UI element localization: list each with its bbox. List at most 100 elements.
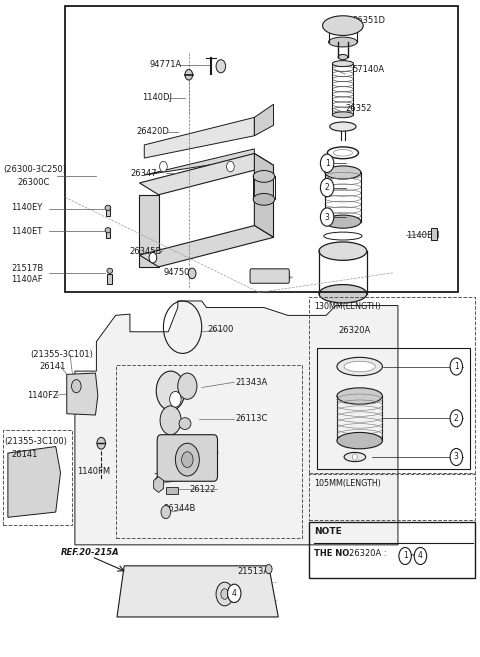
Text: 1140FM: 1140FM	[77, 467, 110, 476]
Polygon shape	[8, 447, 60, 517]
FancyBboxPatch shape	[106, 228, 110, 238]
Text: 26345B: 26345B	[129, 246, 161, 256]
Text: 94750: 94750	[163, 268, 190, 277]
Text: 26100: 26100	[207, 325, 234, 334]
Ellipse shape	[105, 227, 111, 233]
Ellipse shape	[325, 215, 361, 228]
Text: (21355-3C100): (21355-3C100)	[4, 437, 67, 445]
Text: 1140DJ: 1140DJ	[142, 93, 172, 102]
Circle shape	[178, 373, 197, 399]
Circle shape	[159, 162, 167, 172]
Ellipse shape	[253, 171, 275, 182]
Polygon shape	[67, 373, 98, 415]
Polygon shape	[144, 149, 254, 175]
Ellipse shape	[344, 361, 375, 372]
Circle shape	[188, 268, 196, 279]
Text: 21343A: 21343A	[235, 378, 267, 387]
FancyBboxPatch shape	[431, 228, 437, 240]
Polygon shape	[140, 194, 158, 267]
Text: 1140ET: 1140ET	[11, 227, 42, 236]
Text: (21355-3C101): (21355-3C101)	[30, 350, 93, 359]
Text: 1: 1	[454, 362, 459, 371]
FancyBboxPatch shape	[166, 487, 178, 493]
Text: 2: 2	[325, 183, 329, 192]
Text: 2: 2	[454, 414, 459, 423]
Text: REF.20-215A: REF.20-215A	[60, 548, 119, 557]
Text: 26344B: 26344B	[163, 505, 196, 513]
Ellipse shape	[328, 37, 357, 47]
Circle shape	[160, 406, 181, 435]
Text: 1140FZ: 1140FZ	[27, 391, 59, 400]
Bar	[116, 365, 302, 538]
Ellipse shape	[332, 60, 353, 66]
Polygon shape	[75, 301, 398, 545]
Text: 26123: 26123	[154, 474, 180, 482]
Ellipse shape	[338, 55, 348, 60]
Text: 26141: 26141	[11, 450, 37, 459]
Circle shape	[97, 438, 106, 449]
Circle shape	[227, 162, 234, 172]
Ellipse shape	[179, 418, 191, 430]
Text: THE NO.: THE NO.	[314, 549, 352, 558]
Circle shape	[185, 70, 192, 80]
Ellipse shape	[337, 357, 383, 376]
Circle shape	[216, 60, 226, 73]
Bar	[310, 474, 476, 520]
Circle shape	[399, 547, 411, 564]
Text: 4: 4	[232, 589, 237, 598]
Ellipse shape	[332, 112, 353, 118]
Text: 21517B: 21517B	[11, 263, 44, 273]
Ellipse shape	[325, 166, 361, 179]
Circle shape	[221, 589, 228, 599]
Ellipse shape	[330, 122, 356, 131]
Text: 26141: 26141	[39, 362, 65, 371]
Circle shape	[450, 358, 463, 375]
Text: 14130: 14130	[187, 447, 214, 456]
Circle shape	[216, 582, 233, 606]
Text: 94771A: 94771A	[149, 60, 181, 70]
Circle shape	[156, 371, 185, 411]
Text: 105MM(LENGTH): 105MM(LENGTH)	[314, 479, 381, 488]
Circle shape	[161, 505, 170, 518]
FancyBboxPatch shape	[108, 274, 112, 284]
Circle shape	[175, 443, 199, 476]
Ellipse shape	[107, 268, 113, 273]
Text: 1140EM: 1140EM	[407, 231, 440, 240]
Circle shape	[321, 154, 334, 173]
Polygon shape	[140, 154, 274, 194]
Circle shape	[181, 452, 193, 468]
Bar	[3, 430, 72, 525]
Text: 26351D: 26351D	[352, 16, 385, 25]
Text: 26343S: 26343S	[259, 273, 291, 282]
Polygon shape	[117, 566, 278, 617]
FancyBboxPatch shape	[106, 206, 110, 215]
Ellipse shape	[337, 432, 383, 449]
Ellipse shape	[337, 388, 383, 404]
Ellipse shape	[344, 453, 366, 462]
Ellipse shape	[319, 242, 367, 260]
Text: 26113C: 26113C	[235, 415, 267, 424]
Polygon shape	[254, 154, 274, 237]
Text: 26320A :: 26320A :	[348, 549, 386, 558]
Text: 26347: 26347	[131, 169, 157, 177]
Text: NOTE: NOTE	[314, 527, 342, 535]
Polygon shape	[140, 225, 274, 267]
Circle shape	[72, 380, 81, 393]
Text: 1: 1	[325, 159, 329, 168]
Text: 26300C: 26300C	[17, 179, 50, 187]
Bar	[310, 297, 476, 473]
Ellipse shape	[319, 284, 367, 303]
Text: 130MM(LENGTH): 130MM(LENGTH)	[314, 302, 381, 311]
Bar	[65, 6, 458, 292]
Text: 4: 4	[418, 551, 423, 560]
Text: 3: 3	[324, 213, 330, 221]
Text: 1: 1	[403, 551, 408, 560]
Text: ~: ~	[408, 551, 417, 561]
Circle shape	[352, 454, 357, 461]
Circle shape	[228, 584, 241, 602]
Circle shape	[450, 449, 463, 466]
Circle shape	[149, 252, 157, 263]
Polygon shape	[144, 118, 254, 158]
FancyBboxPatch shape	[250, 269, 289, 283]
Circle shape	[265, 564, 272, 574]
